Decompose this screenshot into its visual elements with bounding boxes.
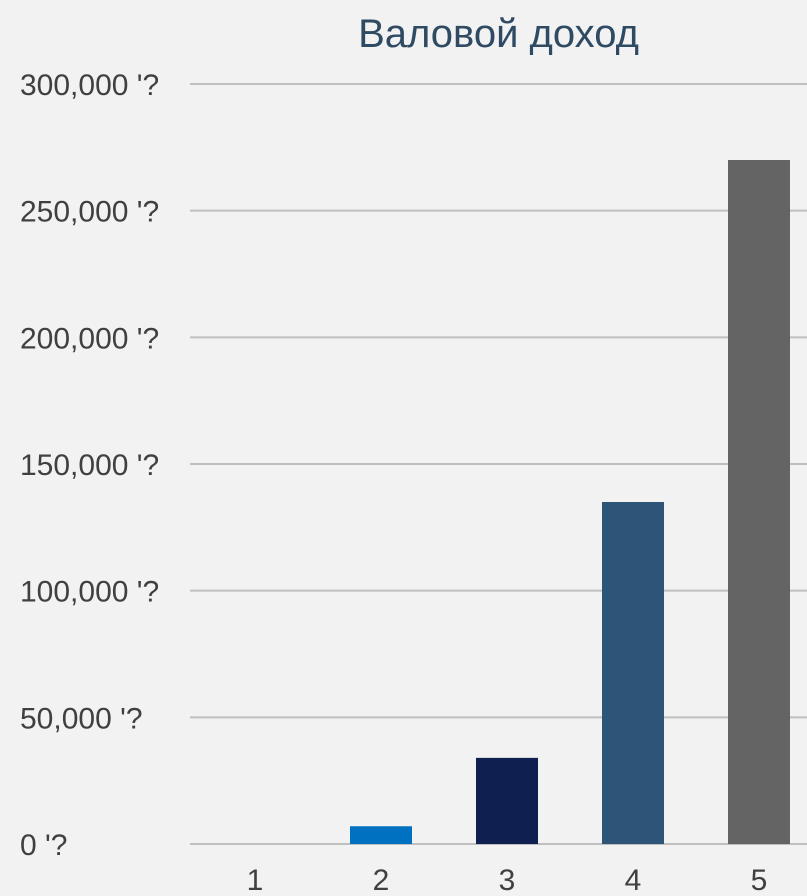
y-tick-label: 300,000 '? xyxy=(20,69,159,102)
y-tick-label: 100,000 '? xyxy=(20,576,159,609)
x-tick-label: 5 xyxy=(751,864,768,896)
y-tick-label: 50,000 '? xyxy=(20,702,143,735)
y-tick-label: 250,000 '? xyxy=(20,196,159,229)
bar-2 xyxy=(350,826,412,844)
y-tick-label: 200,000 '? xyxy=(20,322,159,355)
x-axis-ticks: 1 2 3 4 5 xyxy=(247,864,768,896)
y-tick-label: 0 '? xyxy=(20,829,67,862)
bars xyxy=(350,160,790,844)
y-tick-label: 150,000 '? xyxy=(20,449,159,482)
x-tick-label: 4 xyxy=(625,864,642,896)
bar-3 xyxy=(476,757,538,844)
x-tick-label: 2 xyxy=(373,864,390,896)
chart-title: Валовой доход xyxy=(358,12,639,56)
y-axis-ticks: 0 '? 50,000 '? 100,000 '? 150,000 '? 200,000… xyxy=(20,69,159,862)
x-tick-label: 1 xyxy=(247,864,264,896)
bar-5 xyxy=(728,160,790,844)
gridlines xyxy=(190,83,807,845)
x-tick-label: 3 xyxy=(499,864,516,896)
bar-4 xyxy=(602,502,664,844)
